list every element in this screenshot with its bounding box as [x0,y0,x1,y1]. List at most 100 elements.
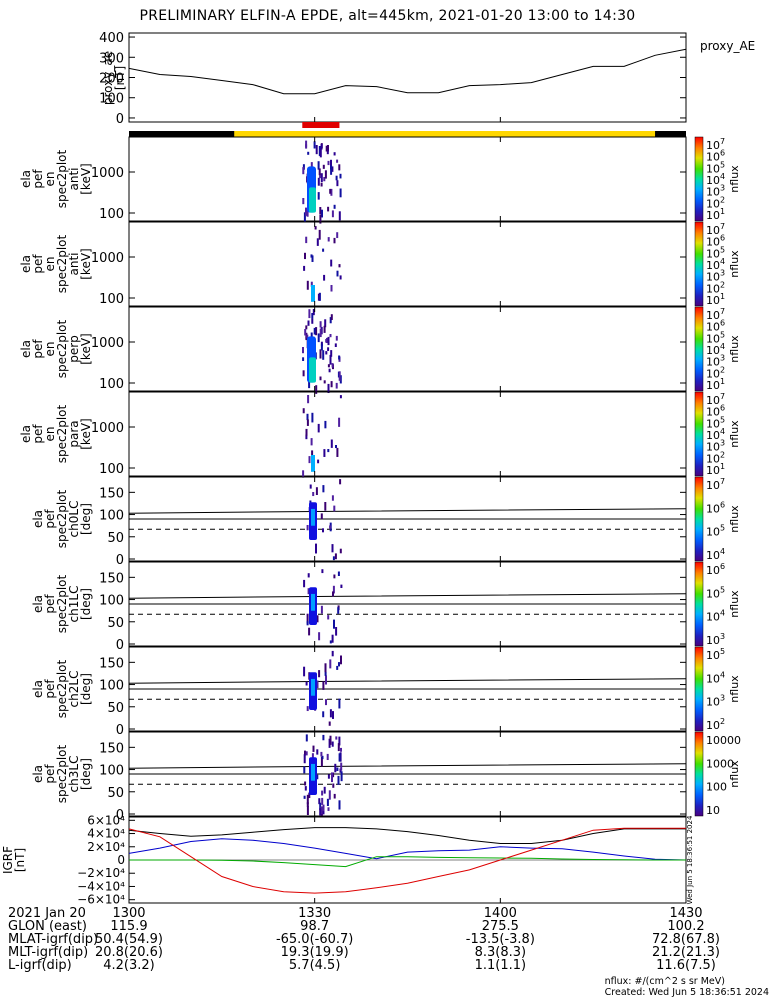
pitch-panel-3-losscone-upper [128,678,687,684]
igrf-ytick-label: 2×10⁴ [87,840,125,854]
pitch-panel-4-pixel [338,736,341,746]
energy-panel-1-pixel [307,151,310,155]
pitch-panel-2-pixel [331,634,334,643]
pitch-panel-3-ylabel-0: ela [31,680,45,698]
pitch-panel-4-pixel [312,745,315,752]
pitch-panel-3-pixel [303,666,306,677]
pitch-panel-1-pixel [334,553,337,560]
pitch-panel-4-pixel [321,755,324,760]
energy-panel-1-pixel [326,149,329,155]
time-axis-value: -13.5(-3.8) [465,932,535,947]
pitch-panel-4-pixel [322,734,325,741]
pitch-panel-4-pixel [303,754,306,764]
pitch-panel-4-pixel [332,772,335,778]
pitch-panel-3-ylabel-4: [deg] [79,673,93,705]
proxy-ae-side-label: proxy_AE [700,39,755,53]
pitch-panel-2-pixel [316,615,319,623]
time-axis-value: 8.3(8.3) [474,945,527,960]
pitch-panel-1-pixel [339,548,342,554]
energy-panel-3-pixel [327,347,330,351]
energy-panel-4-pixel [305,432,308,436]
pitch-panel-2-pixel [321,569,324,574]
pitch-panel-1-ylabel-2: spec2plot [55,489,69,548]
energy-panel-3-ylabel-2: en [43,342,57,357]
pitch-panel-4-pixel [322,811,325,815]
energy-panel-4-pixel [302,408,305,414]
pitch-panel-4-pixel [316,749,319,755]
energy-panel-3-pixel [323,380,326,384]
energy-panel-3-pixel [330,350,333,357]
energy-panel-3-ylabel-1: pef [31,339,45,359]
energy-panel-2-ylabel-3: spec2plot [55,234,69,293]
energy-panel-1-pixel [302,167,305,175]
pitch-panel-2-pixel [332,585,335,594]
energy-panel-1-pixel [323,177,326,182]
energy-panel-4-pixel [311,412,314,423]
energy-panel-4-pixel [338,417,341,427]
energy-panel-3-pixel [313,327,316,335]
pitch-panel-4-pixel [320,751,323,757]
energy-panel-3-pixel [331,363,334,368]
energy-panel-4-cbar-label: nflux [728,420,741,448]
energy-panel-1-ylabel-1: pef [31,169,45,189]
energy-panel-3-pixel [319,349,322,359]
energy-panel-2-pixel [327,237,330,242]
time-axis-value: 98.7 [300,919,330,934]
pitch-panel-2-pixel [327,615,330,620]
status-bar-marker [302,122,340,128]
energy-panel-2-colorbar [694,221,704,307]
pitch-panel-4-pixel [304,786,307,791]
pitch-panel-1-cbar-label: nflux [728,505,741,533]
pitch-panel-4-pixel [303,795,306,799]
pitch-panel-4-peak [311,763,315,781]
time-axis-value: 5.7(4.5) [288,958,341,973]
pitch-panel-1-pixel [320,513,323,520]
energy-panel-3-pixel [302,370,305,377]
pitch-panel-4-pixel [321,790,324,796]
pitch-panel-2-ytick-label: 100 [99,594,124,609]
igrf-ytick-label: −2×10⁴ [77,866,125,880]
energy-panel-1-pixel [318,168,321,176]
pitch-panel-4-pixel [340,747,342,752]
energy-panel-1-peak [309,187,316,213]
pitch-panel-1-ylabel-0: ela [31,510,45,528]
energy-panel-1-data [302,140,342,224]
pitch-panel-4-pixel [340,771,343,782]
pitch-panel-1-pixel [333,505,336,512]
energy-panel-4-pixel [306,419,309,426]
pitch-panel-4-pixel [326,753,329,761]
time-axis-value: 1300 [112,906,146,921]
pitch-panel-3-pixel [332,711,334,719]
energy-panel-1-pixel [330,159,332,170]
energy-panel-3-pixel [338,371,341,381]
energy-panel-4-pixel [308,456,311,464]
energy-panel-1-pixel [319,214,322,224]
energy-panel-1-ylabel-0: ela [19,170,33,188]
energy-panel-3-pixel [328,368,331,373]
energy-panel-2-pixel [305,236,308,244]
pitch-panel-4-pixel [322,804,325,815]
energy-panel-3-ytick-label: 100 [99,377,124,392]
energy-panel-1-cbar-tick: 101 [706,207,725,222]
pitch-panel-1-pixel [332,556,335,561]
pitch-panel-2-ylabel-0: ela [31,595,45,613]
pitch-panel-1-pixel [331,495,334,501]
energy-panel-1-pixel [327,145,329,152]
pitch-panel-3-ytick-label: 50 [107,701,124,716]
energy-panel-3-pixel [319,376,322,381]
pitch-panel-1-ytick-label: 50 [107,531,124,546]
time-axis-value: 275.5 [481,919,519,934]
energy-panel-1-frame [128,136,687,222]
pitch-panel-4-cbar-tick: 100 [706,781,727,794]
energy-panel-2-cbar-label: nflux [728,250,741,278]
pitch-panel-3-peak [311,678,315,696]
pitch-panel-3-ylabel-2: spec2plot [55,659,69,718]
energy-panel-3-pixel [322,350,325,360]
pitch-panel-2-colorbar [694,561,704,647]
energy-panel-3-pixel [317,333,320,343]
pitch-panel-2-ylabel-4: [deg] [79,588,93,620]
time-axis-row: GLON (east) 115.9 98.7 275.5 100.2 [0,919,775,934]
energy-panel-1-pixel [305,207,307,215]
pitch-panel-1-cbar-tick: 104 [706,547,725,562]
pitch-panel-1-cbar-tick: 106 [706,500,725,515]
